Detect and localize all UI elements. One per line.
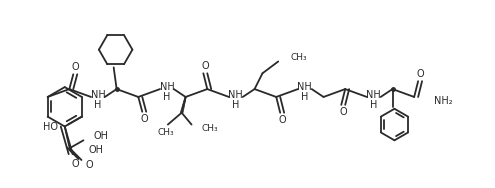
Text: H: H bbox=[232, 100, 240, 110]
Text: NH: NH bbox=[159, 82, 174, 92]
Text: O: O bbox=[278, 115, 286, 125]
Text: O: O bbox=[201, 61, 209, 71]
Text: HO: HO bbox=[43, 121, 58, 132]
Text: O: O bbox=[71, 62, 79, 72]
Text: CH₃: CH₃ bbox=[290, 53, 307, 62]
Text: OH: OH bbox=[89, 145, 103, 155]
Text: H: H bbox=[301, 92, 308, 102]
Text: H: H bbox=[370, 100, 378, 110]
Text: NH: NH bbox=[366, 90, 381, 100]
Text: O: O bbox=[72, 159, 79, 169]
Text: NH: NH bbox=[229, 90, 243, 100]
Text: CH₃: CH₃ bbox=[157, 128, 174, 137]
Text: NH: NH bbox=[91, 90, 105, 100]
Text: O: O bbox=[340, 107, 347, 117]
Text: OH: OH bbox=[94, 131, 108, 141]
Text: O: O bbox=[416, 69, 424, 79]
Text: NH₂: NH₂ bbox=[434, 96, 452, 106]
Text: O: O bbox=[86, 160, 93, 170]
Text: H: H bbox=[94, 100, 101, 110]
Text: O: O bbox=[141, 114, 148, 124]
Text: CH₃: CH₃ bbox=[201, 124, 218, 133]
Text: NH: NH bbox=[297, 82, 312, 92]
Text: H: H bbox=[163, 92, 171, 102]
